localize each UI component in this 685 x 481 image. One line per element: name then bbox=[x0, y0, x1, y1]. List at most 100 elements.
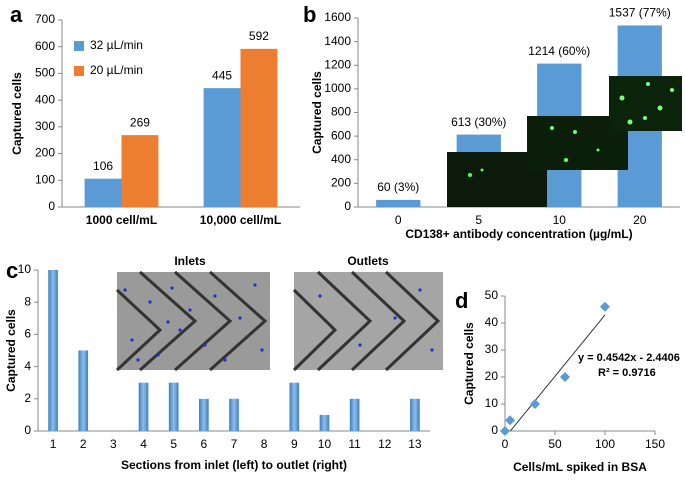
x-tick-label: 12 bbox=[378, 437, 392, 451]
cell-dot bbox=[564, 158, 568, 162]
bar bbox=[48, 270, 58, 431]
x-tick-label: 50 bbox=[548, 437, 562, 451]
data-label: 60 (3%) bbox=[377, 180, 419, 194]
trendline bbox=[509, 314, 606, 431]
point bbox=[500, 426, 510, 436]
y-tick-label: 50 bbox=[485, 288, 499, 302]
bar bbox=[229, 398, 239, 431]
y-tick-label: 1400 bbox=[324, 34, 351, 48]
legend-label: 20 µL/min bbox=[90, 63, 143, 77]
x-tick-label: 20 bbox=[633, 213, 647, 227]
cell-dot bbox=[468, 173, 472, 177]
micrographs-c bbox=[115, 270, 443, 372]
x-tick-label: 150 bbox=[645, 437, 665, 451]
annotation: Outlets bbox=[347, 254, 389, 268]
y-tick-label: 8 bbox=[24, 294, 31, 308]
point bbox=[505, 415, 515, 426]
cell-dots bbox=[123, 283, 434, 362]
x-tick-label: 6 bbox=[201, 437, 208, 451]
bar bbox=[121, 135, 159, 207]
x-tick-label: 1000 cell/mL bbox=[86, 213, 157, 227]
legend-label: 32 µL/min bbox=[90, 38, 143, 52]
cell-dot bbox=[643, 116, 647, 120]
x-tick-label: 5 bbox=[170, 437, 177, 451]
y-tick-label: 700 bbox=[35, 12, 55, 26]
chevron bbox=[174, 270, 233, 372]
y-tick-label: 10 bbox=[18, 262, 32, 276]
y-tick-label: 4 bbox=[24, 359, 31, 373]
y-tick-label: 0 bbox=[24, 423, 31, 437]
x-axis-label: Cells/mL spiked in BSA bbox=[513, 460, 647, 474]
y-tick-label: 600 bbox=[35, 39, 55, 53]
y-axis-label: Captured cells bbox=[4, 309, 18, 392]
chevron bbox=[115, 288, 163, 372]
bar bbox=[376, 199, 421, 207]
chevron bbox=[292, 288, 338, 372]
x-tick-label: 10,000 cell/mL bbox=[200, 213, 281, 227]
y-tick-label: 400 bbox=[331, 152, 351, 166]
legend-swatch bbox=[74, 66, 84, 76]
r-squared: R² = 0.9716 bbox=[598, 367, 656, 379]
cell-dot bbox=[619, 95, 625, 101]
cell-dot bbox=[596, 148, 600, 152]
x-tick-label: 11 bbox=[348, 437, 361, 451]
micrograph bbox=[609, 76, 682, 131]
cell-dot bbox=[670, 88, 674, 92]
x-tick-label: 5 bbox=[475, 213, 482, 227]
cell-dot bbox=[480, 168, 484, 172]
data-label: 613 (30%) bbox=[451, 115, 506, 129]
y-tick-label: 1600 bbox=[324, 10, 351, 24]
y-tick-label: 200 bbox=[331, 176, 351, 190]
y-tick-label: 400 bbox=[35, 92, 55, 106]
panel-letter: b bbox=[303, 2, 316, 27]
chevron bbox=[209, 270, 268, 372]
data-label: 269 bbox=[130, 115, 150, 129]
y-tick-label: 1200 bbox=[324, 57, 351, 71]
bar bbox=[168, 382, 179, 431]
trend-equation: y = 0.4542x - 2.4406 bbox=[578, 352, 680, 364]
y-tick-label: 2 bbox=[24, 391, 31, 405]
y-tick-label: 600 bbox=[331, 128, 351, 142]
y-tick-label: 30 bbox=[485, 342, 499, 356]
bar bbox=[410, 398, 420, 431]
x-tick-label: 0 bbox=[395, 213, 402, 227]
x-tick-label: 10 bbox=[318, 437, 332, 451]
bar bbox=[349, 398, 360, 431]
data-label: 445 bbox=[212, 68, 232, 82]
cell-dot bbox=[550, 126, 554, 130]
y-tick-label: 0 bbox=[48, 199, 55, 213]
point bbox=[600, 301, 610, 312]
legend-swatch bbox=[74, 41, 84, 51]
bar bbox=[319, 414, 330, 431]
x-tick-label: 10 bbox=[553, 213, 567, 227]
y-tick-label: 800 bbox=[331, 105, 351, 119]
x-tick-label: 13 bbox=[408, 437, 422, 451]
y-tick-label: 10 bbox=[485, 396, 499, 410]
y-axis-label: Captured cells bbox=[10, 72, 24, 155]
y-tick-label: 20 bbox=[485, 369, 499, 383]
panel-letter: d bbox=[455, 288, 468, 313]
chevron bbox=[384, 270, 441, 372]
x-tick-label: 1 bbox=[50, 437, 57, 451]
x-tick-label: 8 bbox=[261, 437, 268, 451]
y-axis-label: Captured cells bbox=[310, 71, 324, 154]
x-tick-label: 2 bbox=[80, 437, 87, 451]
bar bbox=[240, 48, 278, 208]
cell-dot bbox=[657, 105, 663, 111]
data-label: 106 bbox=[93, 159, 113, 173]
point bbox=[560, 372, 570, 382]
y-tick-label: 40 bbox=[485, 315, 499, 329]
y-tick-label: 1000 bbox=[324, 81, 351, 95]
bar bbox=[78, 350, 89, 431]
annotation: Inlets bbox=[174, 254, 206, 268]
x-tick-label: 0 bbox=[502, 437, 509, 451]
x-tick-label: 100 bbox=[595, 437, 615, 451]
x-tick-label: 3 bbox=[110, 437, 117, 451]
bar bbox=[84, 178, 122, 207]
x-axis-label: CD138+ antibody concentration (µg/mL) bbox=[405, 227, 632, 241]
micrographs-b bbox=[447, 76, 682, 207]
x-tick-label: 7 bbox=[231, 437, 238, 451]
data-label: 592 bbox=[249, 29, 269, 43]
cell-dot bbox=[573, 130, 577, 134]
